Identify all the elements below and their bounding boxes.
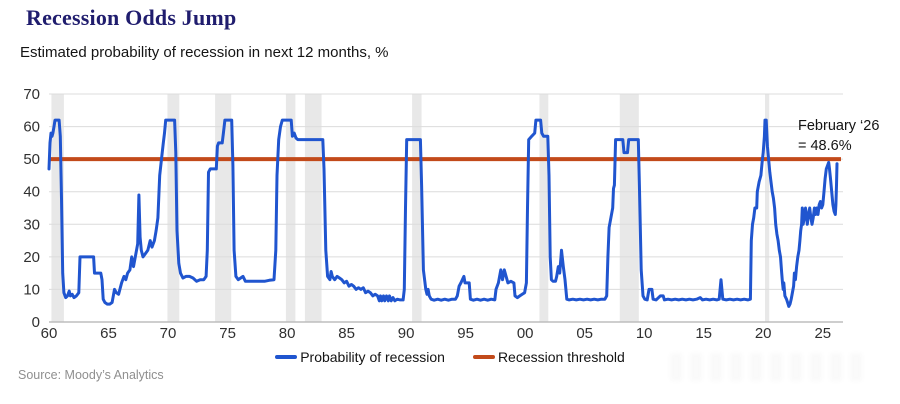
recession-band xyxy=(285,94,296,322)
x-tick-label: 65 xyxy=(100,325,117,342)
recession-band xyxy=(619,94,639,322)
x-tick-label: 75 xyxy=(219,325,236,342)
x-tick-label: 90 xyxy=(398,325,415,342)
recession-band xyxy=(215,94,232,322)
legend-label-probability: Probability of recession xyxy=(300,349,445,365)
legend-swatch-probability-line xyxy=(275,355,298,359)
x-tick-label: 95 xyxy=(457,325,474,342)
annotation-value: = 48.6% xyxy=(798,138,852,154)
recession-band xyxy=(765,94,770,322)
x-tick-label: 20 xyxy=(755,325,772,342)
x-tick-label: 70 xyxy=(160,325,177,342)
recession-band xyxy=(539,94,549,322)
x-tick-label: 00 xyxy=(517,325,534,342)
x-tick-label: 10 xyxy=(636,325,653,342)
y-tick-label: 10 xyxy=(23,281,40,298)
x-tick-label: 60 xyxy=(41,325,58,342)
annotation-february-26: February ‘26 xyxy=(798,118,879,134)
source-note: Source: Moody’s Analytics xyxy=(18,368,164,382)
y-tick-label: 60 xyxy=(23,119,40,136)
watermark xyxy=(670,353,870,381)
legend-swatch-threshold-line xyxy=(472,355,495,359)
y-tick-label: 20 xyxy=(23,249,40,266)
legend-label-threshold: Recession threshold xyxy=(497,349,625,365)
recession-band xyxy=(304,94,322,322)
x-tick-label: 80 xyxy=(279,325,296,342)
y-tick-label: 0 xyxy=(32,314,40,331)
legend-item-threshold: Recession threshold xyxy=(472,349,625,365)
y-tick-label: 40 xyxy=(23,184,40,201)
x-tick-label: 25 xyxy=(814,325,831,342)
legend-item-probability: Probability of recession xyxy=(275,349,445,365)
x-tick-label: 15 xyxy=(695,325,712,342)
page-title: Recession Odds Jump xyxy=(26,5,237,30)
y-tick-label: 30 xyxy=(23,216,40,233)
y-tick-label: 70 xyxy=(23,86,40,103)
chart-legend: Probability of recession Recession thres… xyxy=(0,349,900,365)
recession-band xyxy=(412,94,422,322)
recession-band xyxy=(167,94,180,322)
chart-subtitle: Estimated probability of recession in ne… xyxy=(20,44,389,61)
y-tick-label: 50 xyxy=(23,151,40,168)
probability-of-recession-line xyxy=(47,118,839,308)
recession-chart-plot: 0 10 20 30 40 50 60 70 60 65 70 75 80 85 90 95 00 05 10 15 2… xyxy=(23,86,879,342)
x-tick-label: 05 xyxy=(576,325,593,342)
x-tick-label: 85 xyxy=(338,325,355,342)
